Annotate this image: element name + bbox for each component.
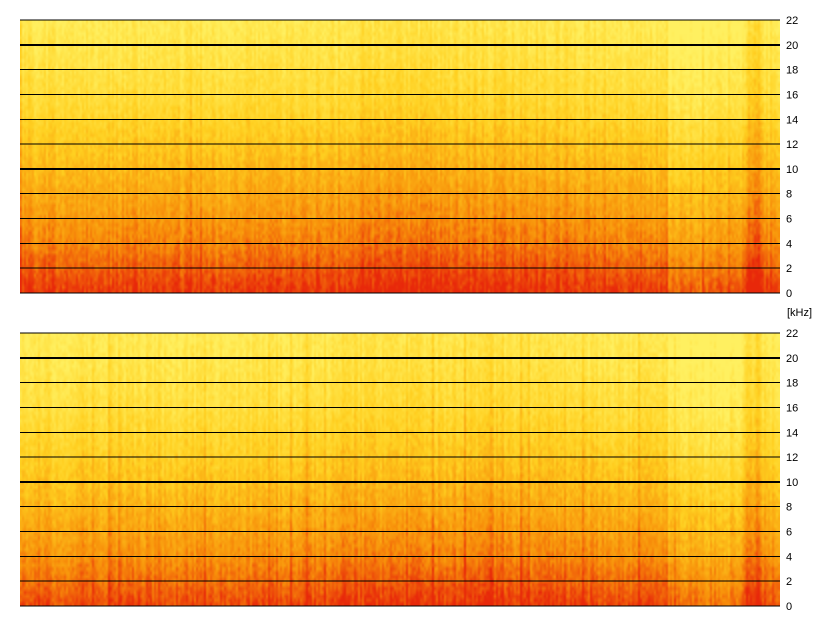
y-tick-label: 10	[786, 164, 798, 176]
y-tick-label: 16	[786, 89, 798, 101]
y-tick-label: 2	[786, 576, 792, 588]
y-tick-label: 16	[786, 402, 798, 414]
y-tick-label: 20	[786, 353, 798, 365]
y-tick-label: 20	[786, 40, 798, 52]
y-tick-label: 18	[786, 65, 798, 77]
y-tick-label: 0	[786, 288, 792, 300]
y-tick-label: 8	[786, 502, 792, 514]
y-tick-label: 0	[786, 601, 792, 613]
y-tick-label: 14	[786, 114, 798, 126]
y-tick-label: 10	[786, 477, 798, 489]
frequency-unit-label: [kHz]	[787, 307, 813, 319]
y-tick-label: 8	[786, 189, 792, 201]
y-tick-label: 6	[786, 527, 792, 539]
spectrogram-raster	[20, 333, 780, 606]
y-tick-label: 14	[786, 427, 798, 439]
y-tick-label: 4	[786, 238, 792, 250]
y-tick-label: 22	[786, 15, 798, 27]
y-tick-label: 6	[786, 214, 792, 226]
y-tick-label: 2	[786, 263, 792, 275]
y-tick-label: 4	[786, 551, 792, 563]
y-tick-label: 18	[786, 378, 798, 390]
y-tick-label: 12	[786, 139, 798, 151]
spectrogram-raster	[20, 20, 780, 293]
y-tick-label: 12	[786, 452, 798, 464]
spectrogram-bottom: 0 2 4 6 8 10 12 14 16 18 20 22	[20, 328, 798, 613]
spectrogram-top: 0 2 4 6 8 10 12 14 16 18 20 22	[20, 15, 798, 300]
y-tick-label: 22	[786, 328, 798, 340]
